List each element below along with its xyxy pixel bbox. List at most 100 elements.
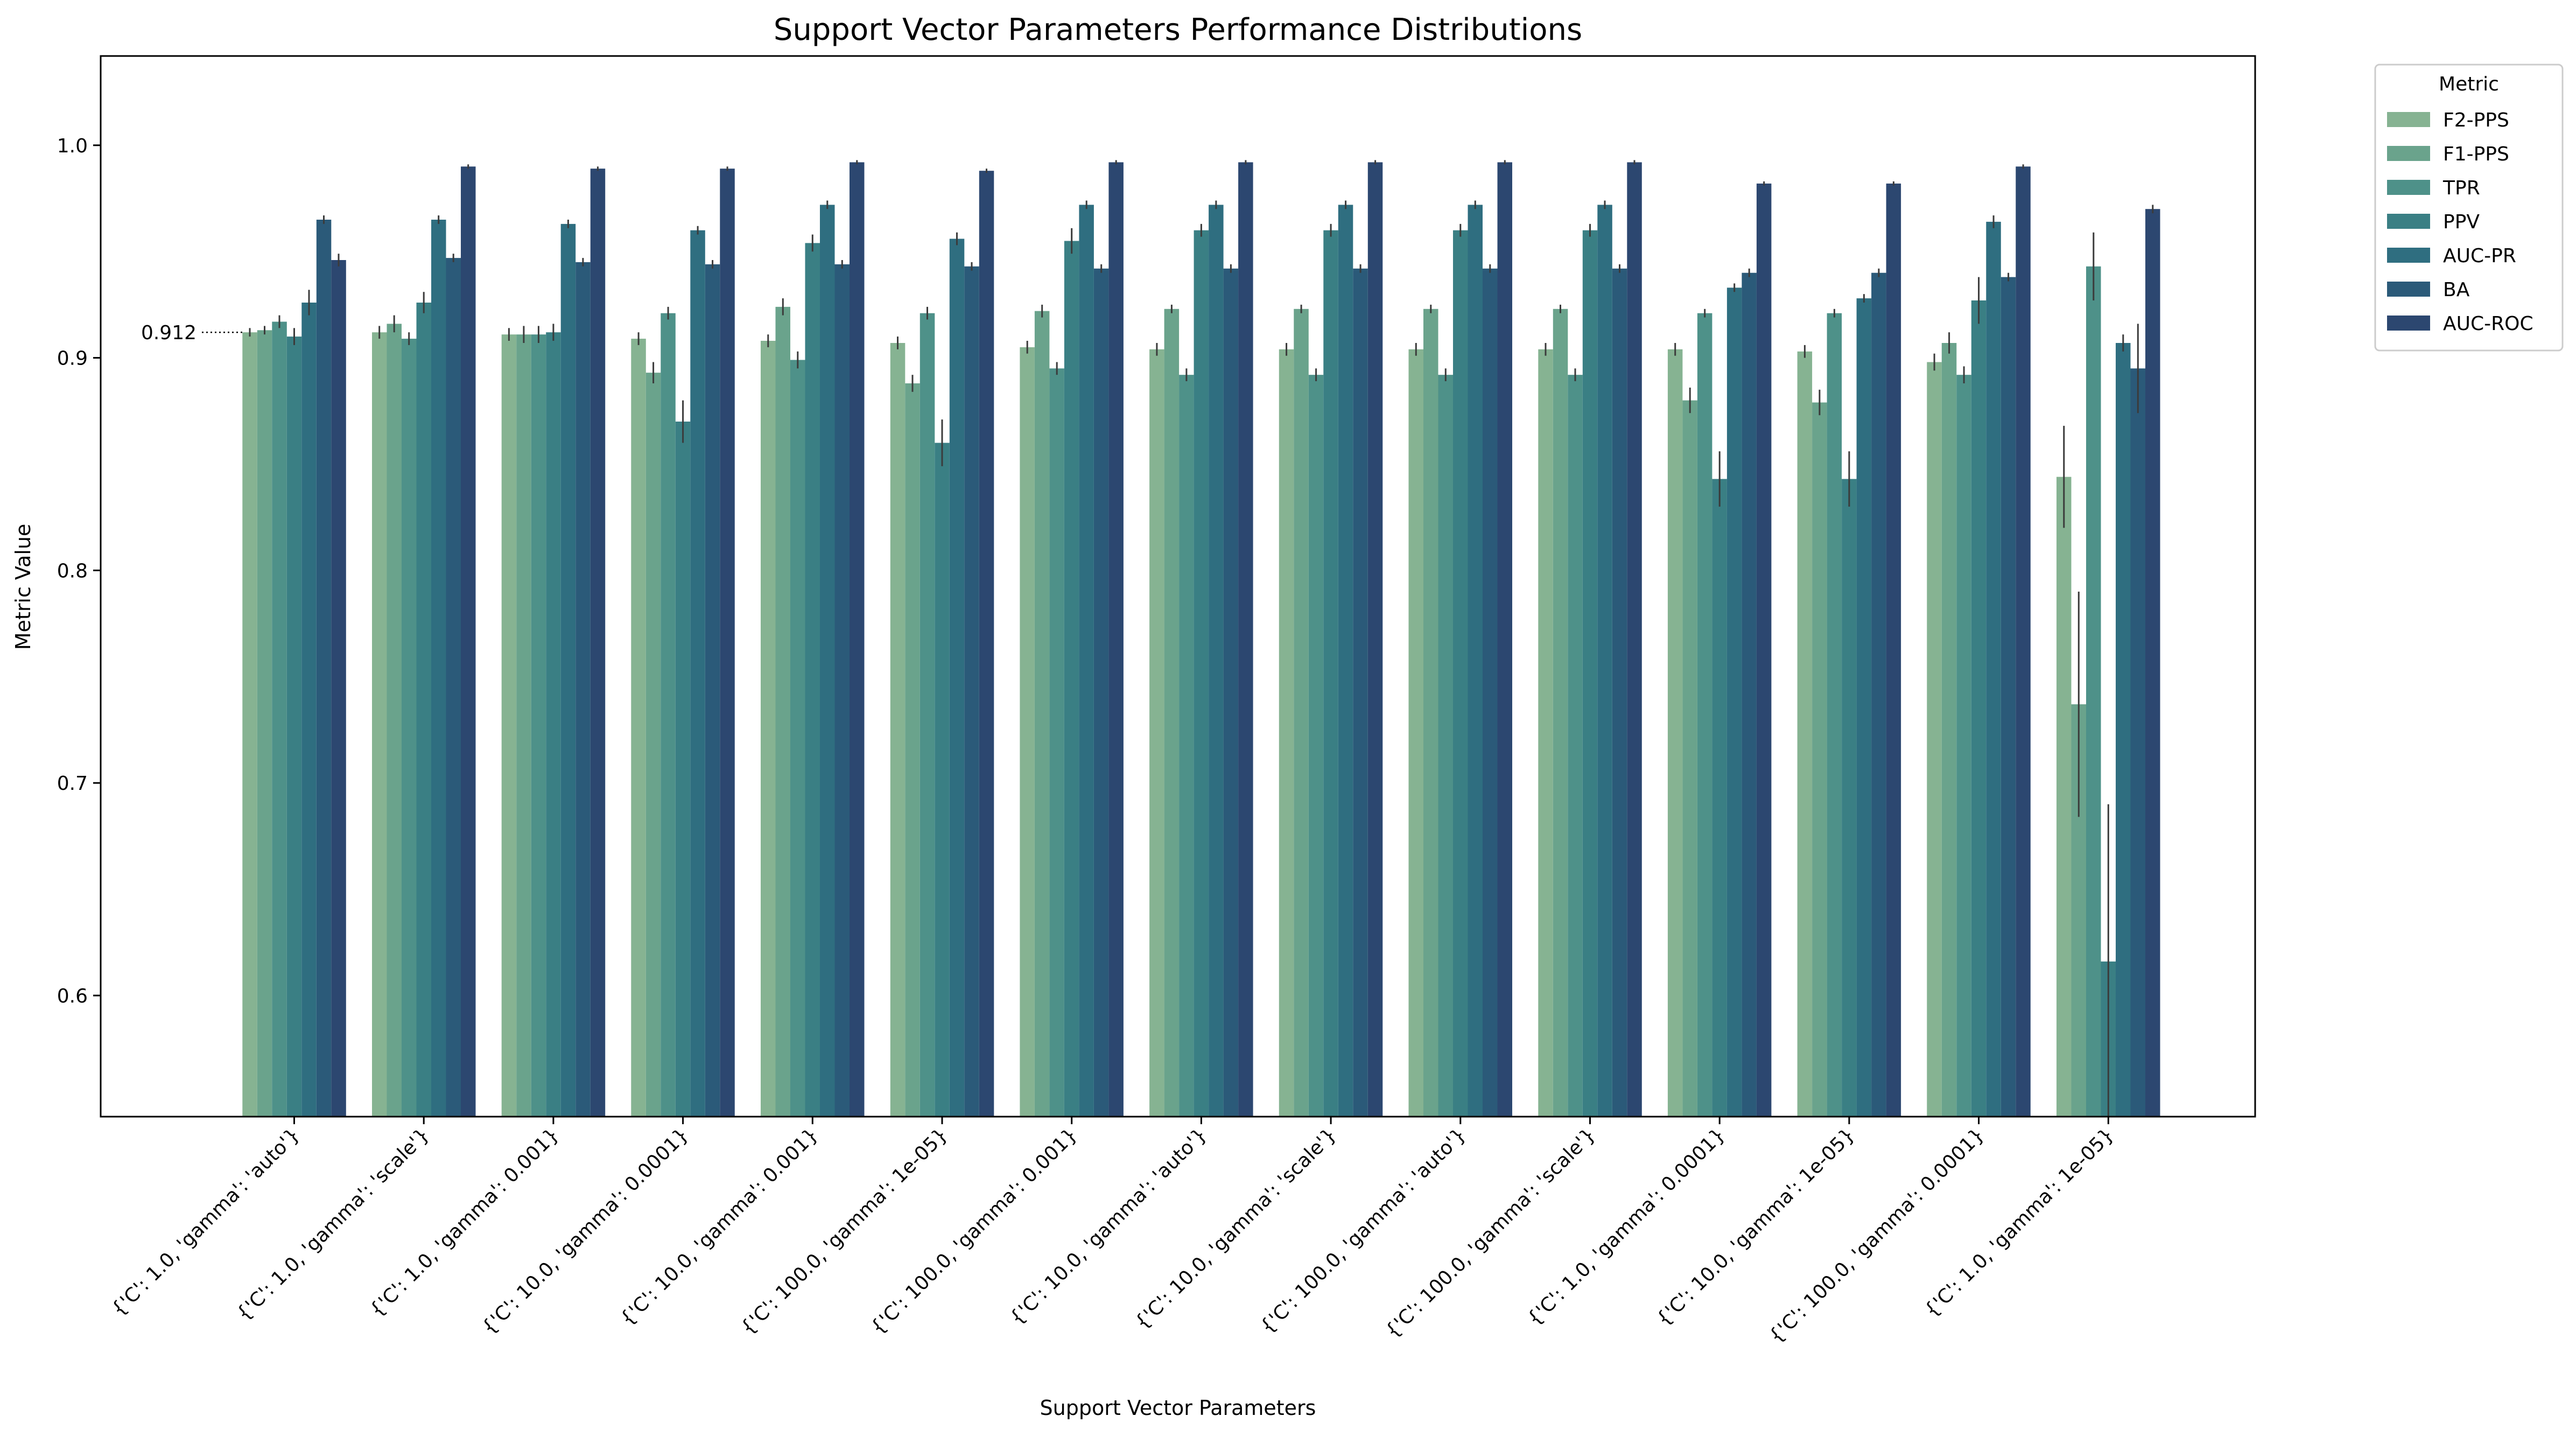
legend: Metric F2-PPS F1-PPS TPR PPV AUC-PR BA AUC-ROC xyxy=(2374,64,2564,352)
y-axis-label: Metric Value xyxy=(11,524,35,650)
legend-swatch-tpr xyxy=(2387,180,2430,195)
bar-ba-3 xyxy=(705,264,720,1117)
legend-swatch-f2-pps xyxy=(2387,112,2430,127)
legend-swatch-auc-pr xyxy=(2387,248,2430,263)
bar-ba-2 xyxy=(575,262,591,1117)
bar-ba-6 xyxy=(1093,268,1109,1117)
bar-ppv-2 xyxy=(546,332,561,1117)
bar-auc-pr-1 xyxy=(431,220,446,1117)
bar-auc-roc-5 xyxy=(979,171,994,1117)
bar-auc-pr-2 xyxy=(560,223,576,1117)
bar-f1-pps-1 xyxy=(387,324,402,1117)
bar-f2-pps-11 xyxy=(1667,349,1683,1117)
bar-auc-pr-7 xyxy=(1209,205,1224,1117)
bar-auc-roc-0 xyxy=(331,260,346,1117)
legend-swatch-f1-pps xyxy=(2387,146,2430,161)
bar-f1-pps-0 xyxy=(257,330,272,1117)
bar-f2-pps-7 xyxy=(1149,349,1164,1117)
bar-f1-pps-2 xyxy=(516,334,531,1117)
bar-auc-pr-10 xyxy=(1597,205,1612,1117)
bar-f1-pps-9 xyxy=(1423,309,1438,1117)
bar-tpr-12 xyxy=(1827,313,1842,1117)
bar-ppv-11 xyxy=(1712,479,1727,1117)
bar-ppv-7 xyxy=(1194,230,1209,1117)
error-bars-layer xyxy=(249,160,2154,1117)
bar-ba-4 xyxy=(834,264,850,1117)
bar-auc-roc-4 xyxy=(850,162,865,1117)
legend-frame xyxy=(2374,64,2564,352)
bar-tpr-4 xyxy=(790,360,805,1117)
bar-auc-roc-12 xyxy=(1886,183,1901,1117)
bar-f2-pps-4 xyxy=(761,341,776,1117)
bar-auc-roc-2 xyxy=(590,169,606,1117)
bar-ba-12 xyxy=(1871,272,1886,1117)
bar-tpr-8 xyxy=(1308,375,1324,1117)
bar-tpr-10 xyxy=(1568,375,1583,1117)
bar-tpr-14 xyxy=(2086,266,2101,1117)
bar-auc-roc-3 xyxy=(720,169,735,1117)
bar-ppv-10 xyxy=(1582,230,1598,1117)
bar-ppv-3 xyxy=(675,422,691,1117)
bar-ppv-12 xyxy=(1842,479,1857,1117)
legend-label-ppv: PPV xyxy=(2443,211,2480,233)
y-tick-label-4: 1.0 xyxy=(57,135,88,157)
bar-auc-pr-5 xyxy=(949,239,965,1117)
bar-tpr-9 xyxy=(1438,375,1453,1117)
bar-auc-pr-11 xyxy=(1726,288,1742,1117)
bar-ba-14 xyxy=(2130,368,2145,1117)
bar-auc-roc-9 xyxy=(1497,162,1512,1117)
bar-f1-pps-10 xyxy=(1553,309,1568,1117)
bar-ppv-13 xyxy=(1971,300,1987,1117)
bar-auc-pr-6 xyxy=(1079,205,1094,1117)
bar-auc-pr-8 xyxy=(1338,205,1353,1117)
legend-label-f1-pps: F1-PPS xyxy=(2443,143,2509,165)
bar-tpr-7 xyxy=(1179,375,1194,1117)
y-tick-label-2: 0.8 xyxy=(57,560,88,582)
bar-f2-pps-5 xyxy=(890,343,906,1117)
bar-auc-pr-14 xyxy=(2116,343,2131,1117)
bar-tpr-11 xyxy=(1697,313,1712,1117)
bar-auc-roc-10 xyxy=(1627,162,1642,1117)
bar-f2-pps-8 xyxy=(1279,349,1294,1117)
bar-ba-8 xyxy=(1353,268,1368,1117)
bar-f2-pps-14 xyxy=(2056,476,2072,1117)
legend-label-auc-pr: AUC-PR xyxy=(2443,245,2516,267)
bar-f1-pps-8 xyxy=(1294,309,1309,1117)
bar-auc-roc-7 xyxy=(1238,162,1253,1117)
bar-tpr-13 xyxy=(1956,375,1971,1117)
y-tick-label-0: 0.6 xyxy=(57,985,88,1007)
chart-title: Support Vector Parameters Performance Di… xyxy=(774,12,1582,47)
bar-ppv-9 xyxy=(1453,230,1468,1117)
bar-auc-pr-3 xyxy=(690,230,705,1117)
bar-tpr-0 xyxy=(272,321,287,1117)
bar-auc-roc-14 xyxy=(2145,209,2160,1117)
bar-auc-pr-12 xyxy=(1856,298,1872,1117)
bar-ba-0 xyxy=(316,220,332,1117)
annotations-layer: 0.912 xyxy=(141,322,243,344)
bar-f1-pps-12 xyxy=(1812,402,1827,1117)
bar-tpr-3 xyxy=(661,313,676,1117)
legend-label-tpr: TPR xyxy=(2442,177,2480,199)
bar-ba-5 xyxy=(964,266,979,1117)
bar-f1-pps-4 xyxy=(775,306,790,1117)
legend-label-auc-roc: AUC-ROC xyxy=(2443,313,2533,335)
bar-f2-pps-2 xyxy=(501,334,517,1117)
bar-f2-pps-6 xyxy=(1020,347,1035,1117)
bar-f2-pps-13 xyxy=(1927,362,1942,1117)
bar-auc-roc-6 xyxy=(1108,162,1124,1117)
bar-ppv-0 xyxy=(286,337,302,1117)
legend-title: Metric xyxy=(2439,73,2499,95)
legend-swatch-auc-roc xyxy=(2387,316,2430,331)
bar-tpr-1 xyxy=(402,339,417,1117)
bar-tpr-2 xyxy=(531,334,546,1117)
plot-area-frame xyxy=(100,55,2256,1118)
y-axis: 0.6 0.7 0.8 0.9 1.0 xyxy=(57,135,101,1007)
bar-tpr-6 xyxy=(1049,368,1064,1117)
bar-f1-pps-6 xyxy=(1034,311,1050,1117)
bar-ba-7 xyxy=(1223,268,1239,1117)
x-axis-label: Support Vector Parameters xyxy=(1040,1396,1316,1420)
bars-layer xyxy=(242,162,2160,1117)
bar-auc-pr-9 xyxy=(1468,205,1483,1117)
bar-auc-roc-1 xyxy=(461,166,476,1117)
